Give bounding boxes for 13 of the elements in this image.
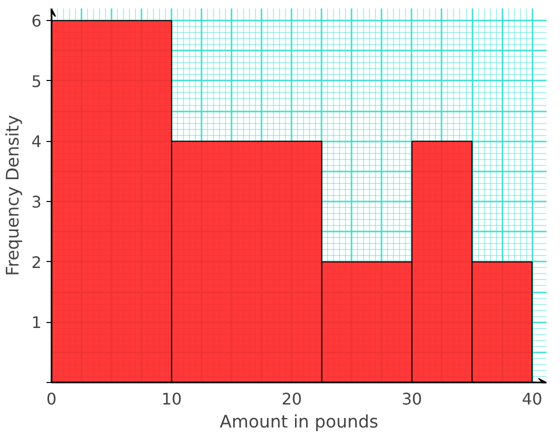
x-tick-label: 20 <box>282 390 302 408</box>
y-axis-title: Frequency Density <box>3 115 24 276</box>
x-tick-label: 0 <box>46 390 57 408</box>
y-tick-label: 3 <box>31 192 42 212</box>
x-tick-label: 30 <box>402 390 422 408</box>
y-tick-label: 1 <box>31 313 42 332</box>
y-tick-label: 5 <box>31 72 42 91</box>
x-tick-label: 10 <box>161 390 182 408</box>
x-tick-label: 40 <box>522 390 542 408</box>
y-tick-label: 6 <box>31 12 42 31</box>
y-tick-label: 4 <box>31 132 42 152</box>
y-tick-label: 2 <box>31 252 42 272</box>
x-axis-title: Amount in pounds <box>220 412 378 432</box>
